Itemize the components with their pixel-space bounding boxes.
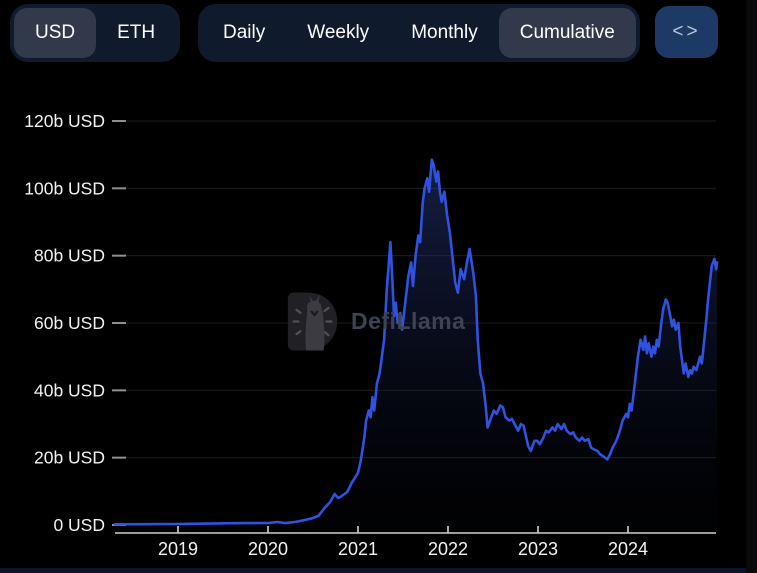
x-axis-label: 2023 bbox=[518, 539, 558, 559]
code-embed-icon: <> bbox=[672, 21, 701, 42]
y-axis-label: 100b USD bbox=[24, 178, 105, 198]
x-axis-label: 2021 bbox=[338, 539, 378, 559]
x-axis-label: 2019 bbox=[158, 539, 198, 559]
interval-option-cumulative[interactable]: Cumulative bbox=[498, 8, 636, 58]
y-axis-label: 60b USD bbox=[34, 313, 105, 333]
currency-option-usd[interactable]: USD bbox=[14, 8, 97, 58]
x-axis-label: 2022 bbox=[428, 539, 468, 559]
y-axis-label: 40b USD bbox=[34, 380, 105, 400]
x-axis-label: 2024 bbox=[608, 539, 648, 559]
currency-toggle: USD ETH bbox=[10, 4, 181, 62]
bottom-panel-edge bbox=[0, 568, 757, 573]
currency-option-eth[interactable]: ETH bbox=[96, 8, 176, 58]
embed-chart-button[interactable]: <> bbox=[655, 6, 718, 58]
y-axis-label: 0 USD bbox=[53, 515, 105, 535]
interval-option-weekly[interactable]: Weekly bbox=[286, 8, 390, 58]
right-panel-edge bbox=[746, 0, 757, 573]
tvl-line-series bbox=[113, 158, 719, 526]
y-axis-label: 80b USD bbox=[34, 246, 105, 266]
interval-toggle: Daily Weekly Monthly Cumulative bbox=[198, 4, 640, 62]
y-axis-label: 120b USD bbox=[24, 111, 105, 131]
y-axis-label: 20b USD bbox=[34, 448, 105, 468]
x-axis-label: 2020 bbox=[248, 539, 288, 559]
interval-option-daily[interactable]: Daily bbox=[202, 8, 286, 58]
interval-option-monthly[interactable]: Monthly bbox=[390, 8, 499, 58]
tvl-area-fill bbox=[115, 159, 718, 531]
